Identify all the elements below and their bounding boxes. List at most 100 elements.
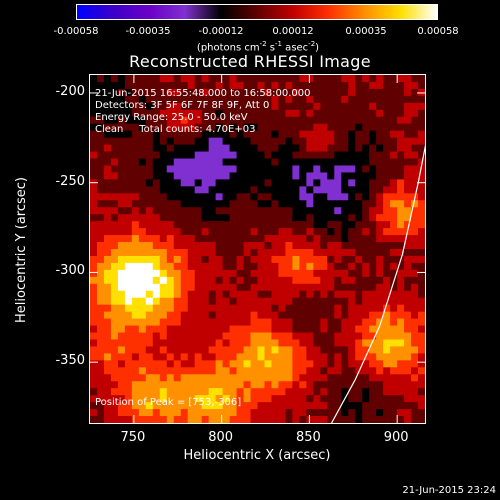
heatmap-cell: [187, 255, 196, 264]
heatmap-cell: [320, 228, 328, 236]
heatmap-cell: [222, 311, 231, 320]
heatmap-cell: [152, 332, 161, 341]
heatmap-cell: [180, 144, 189, 153]
heatmap-cell: [222, 339, 231, 348]
heatmap-cell: [376, 339, 384, 348]
heatmap-cell: [173, 283, 182, 292]
heatmap-cell: [292, 75, 300, 83]
heatmap-cell: [411, 172, 419, 180]
heatmap-cell: [110, 339, 119, 348]
heatmap-cell: [264, 290, 273, 299]
heatmap-cell: [383, 75, 391, 83]
heatmap-cell: [250, 81, 259, 90]
heatmap-cell: [355, 137, 363, 146]
heatmap-cell: [390, 123, 398, 132]
heatmap-cell: [334, 360, 342, 368]
heatmap-cell: [397, 367, 405, 375]
heatmap-cell: [341, 402, 349, 410]
heatmap-cell: [278, 172, 287, 180]
heatmap-cell: [96, 207, 105, 215]
heatmap-cell: [418, 332, 425, 341]
heatmap-cell: [96, 214, 105, 222]
heatmap-cell: [376, 242, 384, 250]
heatmap-cell: [236, 151, 245, 160]
heatmap-cell: [131, 123, 140, 132]
heatmap-cell: [362, 228, 370, 236]
heatmap-cell: [299, 276, 307, 285]
heatmap-cell: [341, 228, 349, 236]
heatmap-cell: [411, 200, 419, 208]
info-counts: Clean Total counts: 4.70E+03: [95, 124, 256, 135]
heatmap-cell: [222, 123, 231, 132]
heatmap-cell: [355, 207, 363, 215]
heatmap-cell: [180, 214, 189, 222]
heatmap-cell: [131, 130, 140, 139]
heatmap-cell: [390, 116, 398, 125]
heatmap-cell: [299, 262, 307, 271]
heatmap-cell: [103, 339, 112, 348]
heatmap-cell: [313, 367, 321, 375]
heatmap-cell: [257, 346, 266, 354]
heatmap-cell: [327, 207, 335, 215]
heatmap-cell: [313, 332, 321, 341]
heatmap-cell: [229, 409, 238, 417]
heatmap-cell: [327, 304, 335, 313]
heatmap-cell: [243, 388, 252, 396]
heatmap-cell: [180, 353, 189, 361]
heatmap-cell: [152, 416, 161, 423]
heatmap-cell: [369, 346, 377, 354]
heatmap-cell: [362, 130, 370, 139]
heatmap-cell: [320, 276, 328, 285]
heatmap-cell: [411, 242, 419, 250]
heatmap-cell: [411, 318, 419, 327]
heatmap-cell: [404, 290, 412, 299]
heatmap-cell: [243, 360, 252, 368]
heatmap-cell: [285, 242, 293, 250]
heatmap-cell: [173, 207, 182, 215]
heatmap-cell: [222, 81, 231, 90]
heatmap-cell: [90, 144, 98, 153]
heatmap-cell: [131, 339, 140, 348]
heatmap-cell: [236, 276, 245, 285]
heatmap-cell: [243, 297, 252, 306]
heatmap-cell: [243, 228, 252, 236]
heatmap-cell: [229, 102, 238, 111]
heatmap-cell: [411, 367, 419, 375]
heatmap-cell: [103, 276, 112, 285]
heatmap-cell: [201, 311, 210, 320]
heatmap-cell: [187, 276, 196, 285]
heatmap-cell: [166, 81, 175, 90]
heatmap-cell: [376, 262, 384, 271]
heatmap-cell: [348, 269, 356, 278]
heatmap-cell: [96, 276, 105, 285]
heatmap-cell: [264, 409, 273, 417]
heatmap-cell: [306, 269, 314, 278]
heatmap-cell: [334, 144, 342, 153]
heatmap-cell: [348, 318, 356, 327]
heatmap-cell: [355, 318, 363, 327]
heatmap-cell: [208, 130, 217, 139]
heatmap-cell: [96, 283, 105, 292]
heatmap-cell: [173, 165, 182, 174]
heatmap-cell: [292, 158, 300, 167]
heatmap-cell: [418, 242, 425, 250]
heatmap-cell: [90, 416, 98, 423]
heatmap-cell: [145, 242, 154, 250]
heatmap-cell: [299, 186, 307, 194]
heatmap-cell: [90, 116, 98, 125]
heatmap-cell: [334, 179, 342, 187]
heatmap-cell: [103, 165, 112, 174]
heatmap-cell: [320, 262, 328, 271]
heatmap-cell: [180, 200, 189, 208]
heatmap-cell: [194, 165, 203, 174]
heatmap-cell: [152, 221, 161, 229]
heatmap-cell: [180, 388, 189, 396]
heatmap-cell: [299, 200, 307, 208]
heatmap-cell: [299, 381, 307, 389]
heatmap-cell: [208, 395, 217, 403]
heatmap-cell: [397, 388, 405, 396]
heatmap-cell: [348, 221, 356, 229]
heatmap-cell: [327, 75, 335, 83]
heatmap-cell: [166, 242, 175, 250]
heatmap-cell: [187, 332, 196, 341]
